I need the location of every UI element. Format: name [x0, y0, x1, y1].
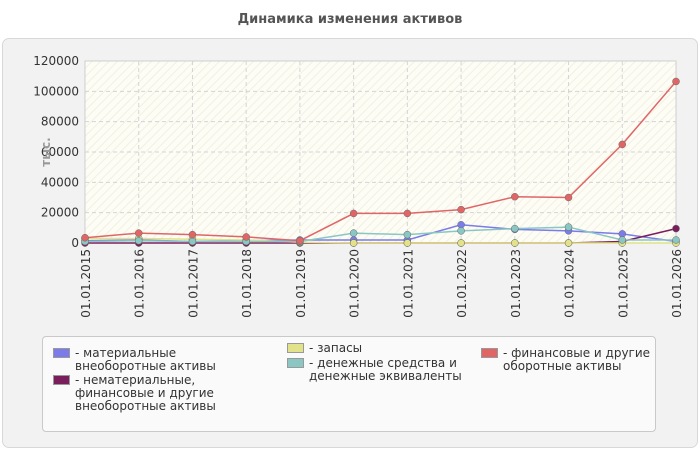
series-line-4 — [84, 80, 677, 242]
x-tick-label: 01.01.2025 — [616, 249, 630, 318]
data-point — [672, 77, 680, 86]
legend-label: - материальные внеоборотные активы — [75, 346, 216, 373]
legend-swatch — [53, 348, 70, 358]
y-tick-label: 0 — [71, 236, 79, 250]
data-point — [188, 230, 197, 239]
legend-label: - запасы — [309, 341, 363, 355]
data-point — [188, 237, 197, 246]
legend-label: - нематериальные, финансовые и другие вн… — [75, 373, 216, 413]
data-point — [618, 236, 627, 244]
y-tick-label: 100000 — [33, 84, 79, 98]
grid-lines — [85, 61, 676, 243]
y-axis-label: тыс. — [39, 137, 53, 166]
legend-item-intangible: - нематериальные, финансовые и другие вн… — [53, 374, 253, 413]
data-point — [81, 233, 89, 242]
data-point — [564, 239, 573, 247]
x-tick-label: 01.01.2026 — [670, 249, 684, 318]
y-axis: 0 20000 40000 60000 80000 100000 120000 — [33, 54, 79, 250]
data-point — [242, 233, 250, 241]
y-tick-label: 60000 — [41, 145, 79, 159]
data-point — [618, 140, 627, 149]
x-tick-label: 01.01.2019 — [294, 249, 308, 318]
y-tick-label: 80000 — [41, 115, 79, 129]
y-tick-label: 40000 — [41, 175, 79, 189]
legend-item-tangible: - материальные внеоборотные активы — [53, 347, 263, 373]
x-tick-label: 01.01.2017 — [186, 249, 200, 318]
data-point — [349, 209, 358, 218]
x-tick-label: 01.01.2024 — [563, 249, 577, 318]
legend-label: - финансовые и другие оборотные активы — [503, 346, 651, 373]
data-point — [511, 192, 519, 201]
legend-item-inventory: - запасы — [287, 342, 477, 355]
x-tick-label: 01.01.2018 — [240, 249, 254, 318]
data-point — [296, 236, 304, 245]
chart-title: Динамика изменения активов — [237, 12, 463, 27]
legend-item-cash: - денежные средства и денежные эквивален… — [287, 357, 487, 383]
data-point — [349, 229, 358, 237]
x-tick-label: 01.01.2016 — [133, 249, 147, 318]
legend-swatch — [287, 358, 304, 368]
x-tick-label: 01.01.2023 — [509, 249, 523, 318]
data-point — [511, 224, 519, 233]
y-tick-label: 120000 — [33, 54, 79, 68]
data-point — [564, 223, 573, 231]
data-point — [457, 227, 465, 235]
legend-swatch — [53, 375, 70, 385]
legend-swatch — [481, 348, 498, 358]
data-point — [403, 209, 412, 218]
data-point — [134, 236, 143, 245]
data-point — [672, 224, 680, 233]
legend-swatch — [287, 343, 304, 353]
legend-item-financial: - финансовые и другие оборотные активы — [481, 347, 656, 373]
legend-label: - денежные средства и денежные эквивален… — [309, 356, 462, 383]
series-line-3 — [84, 226, 676, 243]
data-point — [672, 236, 680, 244]
data-point — [403, 239, 412, 247]
x-axis: 01.01.2015 01.01.2016 01.01.2017 01.01.2018… — [79, 243, 684, 318]
series-group — [81, 77, 680, 247]
data-point — [457, 205, 465, 214]
series-line-2 — [85, 237, 676, 244]
x-tick-label: 01.01.2015 — [79, 249, 93, 318]
x-tick-label: 01.01.2021 — [401, 249, 415, 318]
x-tick-label: 01.01.2022 — [455, 249, 469, 318]
data-point — [457, 239, 465, 247]
data-point — [564, 193, 573, 202]
legend: - материальные внеоборотные активы - нем… — [42, 336, 656, 432]
data-point — [403, 230, 412, 239]
x-tick-label: 01.01.2020 — [348, 249, 362, 318]
y-tick-label: 20000 — [41, 206, 79, 220]
data-point — [511, 239, 519, 247]
data-point — [134, 229, 143, 237]
data-point — [349, 239, 358, 247]
